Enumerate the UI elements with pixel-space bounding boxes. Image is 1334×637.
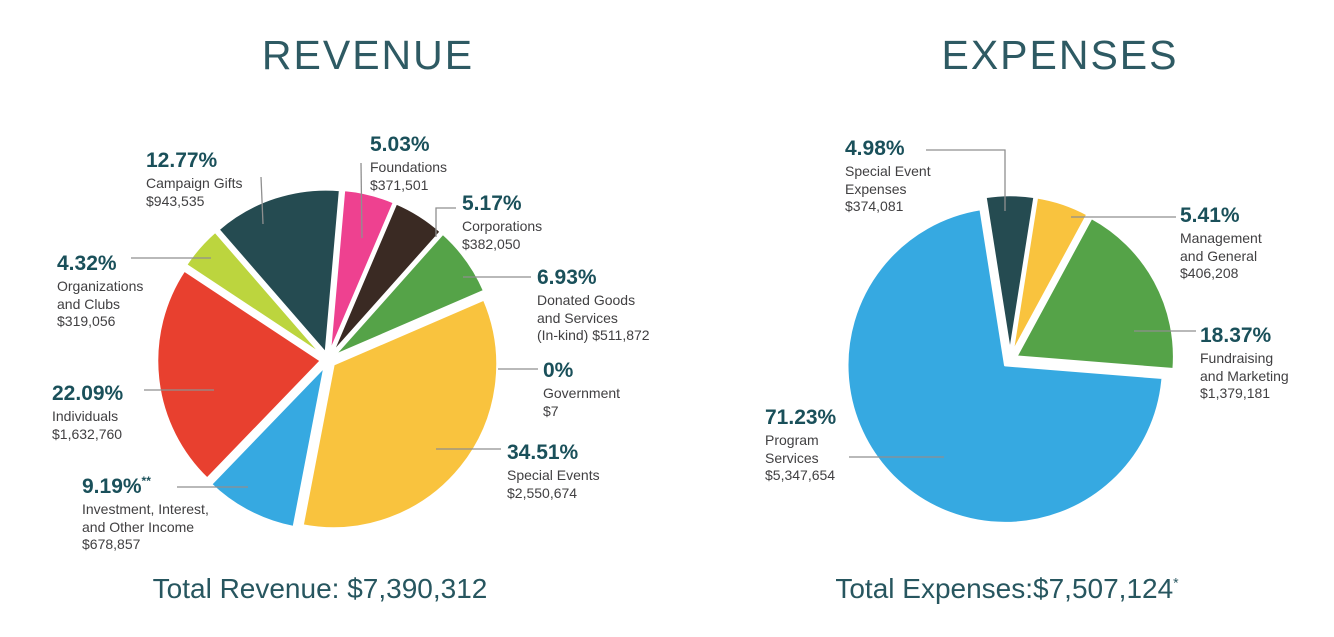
expenses-title: EXPENSES: [941, 32, 1179, 78]
organizations-amount: $319,056: [57, 313, 116, 329]
special-events-pct: 34.51%: [507, 441, 579, 464]
investment-name-line2: and Other Income: [82, 518, 195, 535]
pie-slice-management-and-general: [1011, 196, 1089, 355]
foundations-name: Foundations: [370, 159, 448, 175]
total-revenue: Total Revenue: $7,390,312: [152, 573, 488, 604]
label-campaign-gifts: 12.77% Campaign Gifts $943,535: [146, 144, 242, 210]
label-donated-goods: 6.93% Donated Goods and Services (In-kin…: [537, 261, 650, 345]
special-event-expenses-name-line2: Expenses: [845, 180, 907, 197]
management-general-name-line1: Management: [1180, 230, 1262, 246]
fundraising-marketing-name-line1: Fundraising: [1200, 350, 1274, 366]
government-amount: $7: [543, 402, 559, 419]
management-general-pct: 5.41%: [1180, 204, 1240, 227]
label-program-services: 71.23% Program Services $5,347,654: [765, 401, 836, 485]
special-event-expenses-amount: $374,081: [845, 198, 904, 214]
individuals-pct: 22.09%: [52, 382, 124, 405]
program-services-name-line1: Program: [765, 432, 819, 448]
foundations-amount: $371,501: [370, 176, 429, 193]
label-fundraising-marketing: 18.37% Fundraising and Marketing $1,379,…: [1200, 319, 1289, 403]
label-management-general: 5.41% Management and General $406,208: [1180, 199, 1262, 283]
pie-slice-organizations-and-clubs: [184, 230, 324, 357]
corporations-leader-line: [435, 207, 456, 237]
campaign-gifts-leader-line: [260, 176, 264, 225]
pie-slice-program-services: [846, 207, 1164, 525]
management-general-name-line2: and General: [1180, 247, 1258, 264]
total-expenses: Total Expenses:$7,507,124*: [835, 573, 1179, 604]
investment-name-line1: Investment, Interest,: [82, 501, 209, 517]
label-corporations: 5.17% Corporations $382,050: [462, 187, 542, 253]
revenue-title: REVENUE: [261, 32, 475, 78]
program-services-name-line2: Services: [765, 449, 819, 466]
organizations-name-line1: Organizations: [57, 278, 144, 294]
pie-slice-foundations: [328, 188, 396, 355]
fundraising-marketing-name-line2: and Marketing: [1200, 367, 1289, 384]
label-investment: 9.19%** Investment, Interest, and Other …: [82, 470, 209, 554]
campaign-gifts-pct: 12.77%: [146, 149, 218, 172]
government-pct: 0%: [543, 359, 574, 382]
donated-goods-name-line2: and Services: [537, 309, 618, 326]
foundations-leader-line: [360, 162, 363, 239]
organizations-name-line2: and Clubs: [57, 295, 121, 312]
pie-slice-corporations: [330, 201, 443, 356]
government-name: Government: [543, 385, 621, 401]
label-special-events: 34.51% Special Events $2,550,674: [507, 436, 600, 502]
corporations-name: Corporations: [462, 218, 543, 234]
special-event-expenses-leader-line: [926, 149, 1006, 211]
organizations-pct: 4.32%: [57, 252, 117, 275]
corporations-pct: 5.17%: [462, 192, 522, 215]
program-services-pct: 71.23%: [765, 406, 837, 429]
donated-goods-pct: 6.93%: [537, 266, 597, 289]
label-individuals: 22.09% Individuals $1,632,760: [52, 377, 123, 443]
pie-slice-individuals: [155, 269, 323, 481]
label-government: 0% Government $7: [543, 354, 620, 420]
pie-slice-campaign-gifts: [217, 188, 342, 355]
special-event-expenses-pct: 4.98%: [845, 137, 905, 160]
donated-goods-name-line1: Donated Goods: [537, 292, 636, 308]
investment-pct: 9.19%**: [82, 474, 151, 498]
corporations-amount: $382,050: [462, 235, 521, 252]
label-foundations: 5.03% Foundations $371,501: [370, 128, 447, 194]
revenue-pie: [155, 188, 499, 530]
fundraising-marketing-pct: 18.37%: [1200, 324, 1272, 347]
label-organizations: 4.32% Organizations and Clubs $319,056: [57, 247, 143, 331]
foundations-pct: 5.03%: [370, 133, 430, 156]
management-general-amount: $406,208: [1180, 265, 1239, 281]
expenses-pie: [846, 193, 1176, 525]
pie-slice-special-event-expenses: [984, 193, 1036, 355]
special-event-expenses-name-line1: Special Event: [845, 163, 931, 179]
special-events-name: Special Events: [507, 467, 600, 483]
individuals-name: Individuals: [52, 408, 119, 424]
individuals-amount: $1,632,760: [52, 425, 123, 442]
pie-slice-special-events: [301, 298, 499, 530]
fundraising-marketing-amount: $1,379,181: [1200, 385, 1271, 401]
program-services-amount: $5,347,654: [765, 467, 836, 483]
pie-slice-donated-goods-and-services-in-kind: [332, 232, 486, 358]
campaign-gifts-name: Campaign Gifts: [146, 175, 243, 191]
label-special-event-expenses: 4.98% Special Event Expenses $374,081: [845, 132, 931, 216]
donated-goods-amount: (In-kind) $511,872: [537, 327, 650, 343]
investment-amount: $678,857: [82, 536, 141, 552]
campaign-gifts-amount: $943,535: [146, 192, 205, 209]
special-events-amount: $2,550,674: [507, 484, 578, 501]
